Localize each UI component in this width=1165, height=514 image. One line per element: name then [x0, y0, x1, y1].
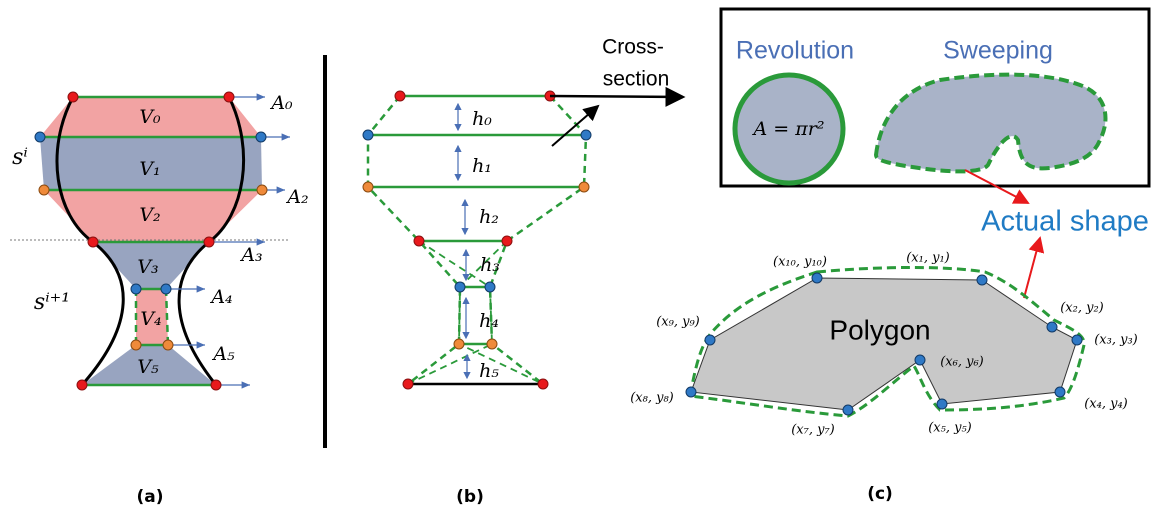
polygon-label: Polygon [829, 314, 930, 345]
vertex-label: (x₇, y₇) [791, 423, 835, 438]
height-label: h₁ [472, 155, 492, 177]
area-label: A₀ [269, 92, 293, 114]
vertex-label: (x₅, y₅) [928, 421, 972, 436]
cross-section-label: section [603, 68, 670, 91]
volume-label: V₄ [140, 308, 161, 330]
height-label: h₀ [472, 108, 492, 130]
vertex-label: (x₃, y₃) [1094, 333, 1138, 348]
height-label: h₃ [480, 254, 500, 276]
volume-label: V₅ [137, 356, 159, 378]
volume-label: V₁ [139, 158, 160, 180]
vertex-label: (x₄, y₄) [1084, 397, 1128, 412]
arrow [550, 96, 683, 97]
panel-b: h₀ h₁ h₂ h₃ h₄ h₅ Cross- section (b) [363, 36, 683, 507]
area-label: A₂ [285, 186, 308, 208]
vertex-label: (x₁₀, y₁₀) [773, 255, 827, 270]
vertex-label: (x₁, y₁) [906, 251, 950, 266]
figure: V₀ V₁ V₂ V₃ V₄ V₅ A₀ A₂ A₃ A₄ A₅ sⁱ sⁱ⁺¹… [0, 0, 1165, 514]
area-label: A₄ [209, 286, 232, 308]
vertex-label: (x₆, y₆) [940, 355, 984, 370]
vertex-label: (x₉, y₉) [656, 315, 700, 330]
cross-section-label: Cross- [602, 36, 664, 59]
height-label: h₂ [479, 206, 499, 228]
area-label: A₃ [239, 244, 262, 266]
area-label: A₅ [211, 343, 235, 365]
formula: A = πr² [752, 118, 825, 140]
panel-a: V₀ V₁ V₂ V₃ V₄ V₅ A₀ A₂ A₃ A₄ A₅ sⁱ sⁱ⁺¹… [10, 92, 309, 507]
volume-label: V₂ [139, 204, 160, 226]
panel-c: Revolution Sweeping A = πr² Actual shape… [630, 9, 1149, 504]
caption: (a) [136, 487, 163, 507]
volume-label: V₀ [139, 106, 161, 128]
height-label: h₅ [479, 360, 499, 382]
volume-label: V₃ [137, 256, 158, 278]
curve-label: sⁱ [12, 145, 28, 170]
side [459, 241, 543, 384]
arrow [552, 106, 598, 146]
actual-shape-label: Actual shape [981, 206, 1149, 238]
curve-label: sⁱ⁺¹ [34, 290, 70, 315]
arrow [1024, 238, 1040, 298]
sweeping-title: Sweeping [943, 37, 1053, 65]
revolution-title: Revolution [736, 37, 854, 65]
caption: (b) [456, 487, 484, 507]
page: V₀ V₁ V₂ V₃ V₄ V₅ A₀ A₂ A₃ A₄ A₅ sⁱ sⁱ⁺¹… [0, 0, 1165, 514]
vertex-label: (x₈, y₈) [630, 391, 674, 406]
height-label: h₄ [479, 310, 499, 332]
vertex-label: (x₂, y₂) [1060, 301, 1104, 316]
caption: (c) [867, 484, 893, 504]
